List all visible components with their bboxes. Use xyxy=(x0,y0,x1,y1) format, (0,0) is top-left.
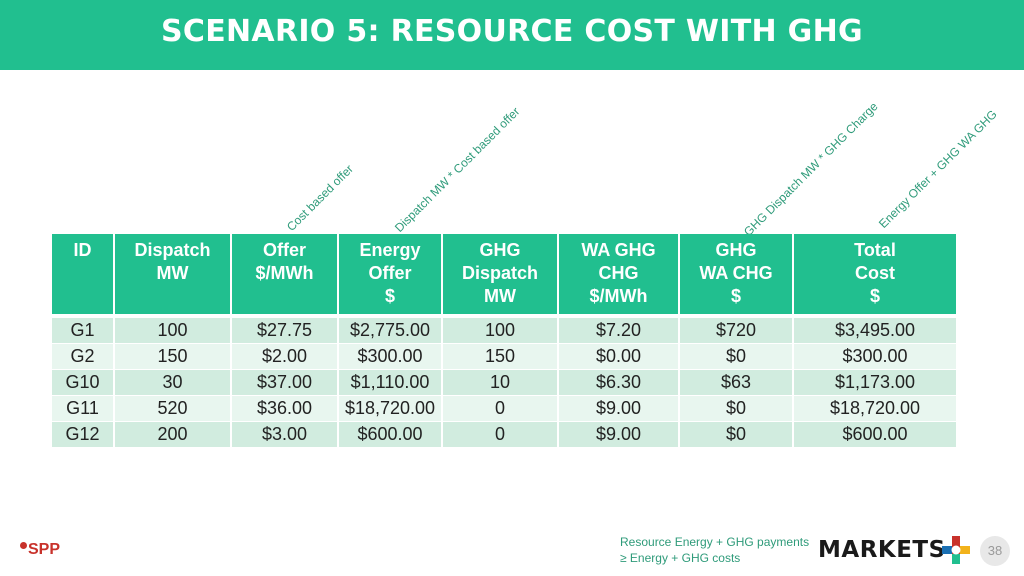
column-header-line: Dispatch xyxy=(134,240,211,260)
table-cell: G12 xyxy=(52,422,115,448)
column-header-line: Energy xyxy=(359,240,421,260)
annotation-offer: Cost based offer xyxy=(284,161,357,234)
annotation-total-cost: Energy Offer + GHG WA GHG xyxy=(876,107,1000,231)
table-row: G1 100 $27.75 $2,775.00 100 $7.20 $720 $3,495.0… xyxy=(52,318,956,344)
table-cell: $3.00 xyxy=(232,422,339,448)
table-cell: 0 xyxy=(443,396,559,422)
resource-cost-table: ID Dispatch MW Offer $/MWh Energy Offer $ GHG Dis… xyxy=(52,234,956,448)
header-separator-cell xyxy=(52,314,956,318)
table-cell: $37.00 xyxy=(232,370,339,396)
table-cell: G10 xyxy=(52,370,115,396)
table-cell: $300.00 xyxy=(339,344,443,370)
table-cell: $7.20 xyxy=(559,318,680,344)
table-cell: 150 xyxy=(443,344,559,370)
table-cell: $1,173.00 xyxy=(794,370,956,396)
table-cell: $600.00 xyxy=(794,422,956,448)
table-cell: 0 xyxy=(443,422,559,448)
table-cell: $0 xyxy=(680,396,794,422)
column-header: WA GHG CHG $/MWh xyxy=(559,234,680,314)
table-row: G11 520 $36.00 $18,720.00 0 $9.00 $0 $18,720.00 xyxy=(52,396,956,422)
spp-logo-text: SPP xyxy=(28,541,61,558)
column-header-line: $ xyxy=(384,286,395,306)
table-cell: $36.00 xyxy=(232,396,339,422)
spp-logo-icon xyxy=(20,542,27,549)
column-header: Offer $/MWh xyxy=(232,234,339,314)
header-separator xyxy=(52,314,956,318)
markets-logo-text: MARKETS xyxy=(818,537,946,563)
column-header-line: WA CHG xyxy=(699,263,773,283)
table-cell: 100 xyxy=(115,318,232,344)
footnote: Resource Energy + GHG payments ≥ Energy … xyxy=(620,534,809,566)
table-cell: $9.00 xyxy=(559,422,680,448)
page-number: 38 xyxy=(980,536,1010,566)
table-cell: $63 xyxy=(680,370,794,396)
table-cell: $0 xyxy=(680,422,794,448)
annotation-ghg-wa-charge: GHG Dispatch MW * GHG Charge xyxy=(741,99,881,239)
table-cell: G2 xyxy=(52,344,115,370)
column-header-line: $/MWh xyxy=(255,263,314,283)
table-cell: $1,110.00 xyxy=(339,370,443,396)
table-cell: $3,495.00 xyxy=(794,318,956,344)
table-cell: $2.00 xyxy=(232,344,339,370)
markets-plus-icon xyxy=(942,536,970,564)
column-header-line: WA GHG xyxy=(581,240,656,260)
table-cell: G1 xyxy=(52,318,115,344)
slide-title: SCENARIO 5: RESOURCE COST WITH GHG xyxy=(161,14,863,49)
table-cell: $2,775.00 xyxy=(339,318,443,344)
footnote-line-2: ≥ Energy + GHG costs xyxy=(620,551,741,565)
column-header: Energy Offer $ xyxy=(339,234,443,314)
table-cell: $6.30 xyxy=(559,370,680,396)
table-row: G10 30 $37.00 $1,110.00 10 $6.30 $63 $1,173.00 xyxy=(52,370,956,396)
column-header-line: MW xyxy=(484,286,516,306)
table-cell: $720 xyxy=(680,318,794,344)
column-header: ID xyxy=(52,234,115,314)
column-header-line: Cost xyxy=(855,263,895,283)
table-row: G2 150 $2.00 $300.00 150 $0.00 $0 $300.00 xyxy=(52,344,956,370)
table-cell: $18,720.00 xyxy=(339,396,443,422)
column-header-line: Total xyxy=(854,240,896,260)
table-cell: 100 xyxy=(443,318,559,344)
column-header-line: ID xyxy=(73,240,92,260)
column-header: Total Cost $ xyxy=(794,234,956,314)
column-header-line: $/MWh xyxy=(589,286,648,306)
title-bar: SCENARIO 5: RESOURCE COST WITH GHG xyxy=(0,0,1024,70)
table-cell: 520 xyxy=(115,396,232,422)
column-header-line: GHG xyxy=(479,240,521,260)
column-header-line: MW xyxy=(156,263,189,283)
table-cell: $600.00 xyxy=(339,422,443,448)
column-header: Dispatch MW xyxy=(115,234,232,314)
column-header-line: Offer xyxy=(368,263,412,283)
column-header-line: Dispatch xyxy=(461,263,539,283)
annotation-energy-offer: Dispatch MW * Cost based offer xyxy=(392,104,523,235)
table-row: G12 200 $3.00 $600.00 0 $9.00 $0 $600.00 xyxy=(52,422,956,448)
column-header-line: $ xyxy=(730,286,741,306)
table-header-row: ID Dispatch MW Offer $/MWh Energy Offer $ GHG Dis… xyxy=(52,234,956,314)
column-header-line: Offer xyxy=(262,240,306,260)
column-header: GHG WA CHG $ xyxy=(680,234,794,314)
footnote-line-1: Resource Energy + GHG payments xyxy=(620,535,810,549)
table-cell: G11 xyxy=(52,396,115,422)
table-cell: $18,720.00 xyxy=(794,396,956,422)
table-cell: $0 xyxy=(680,344,794,370)
column-header: GHG Dispatch MW xyxy=(443,234,559,314)
table-cell: 150 xyxy=(115,344,232,370)
table-cell: $0.00 xyxy=(559,344,680,370)
table-cell: 10 xyxy=(443,370,559,396)
column-header-line: CHG xyxy=(598,263,639,283)
column-header-line: $ xyxy=(869,286,880,306)
spp-logo: SPP xyxy=(20,541,60,559)
table-cell: $27.75 xyxy=(232,318,339,344)
table-cell: 30 xyxy=(115,370,232,396)
column-header-line: GHG xyxy=(715,240,757,260)
table-cell: $300.00 xyxy=(794,344,956,370)
table-cell: 200 xyxy=(115,422,232,448)
table-cell: $9.00 xyxy=(559,396,680,422)
